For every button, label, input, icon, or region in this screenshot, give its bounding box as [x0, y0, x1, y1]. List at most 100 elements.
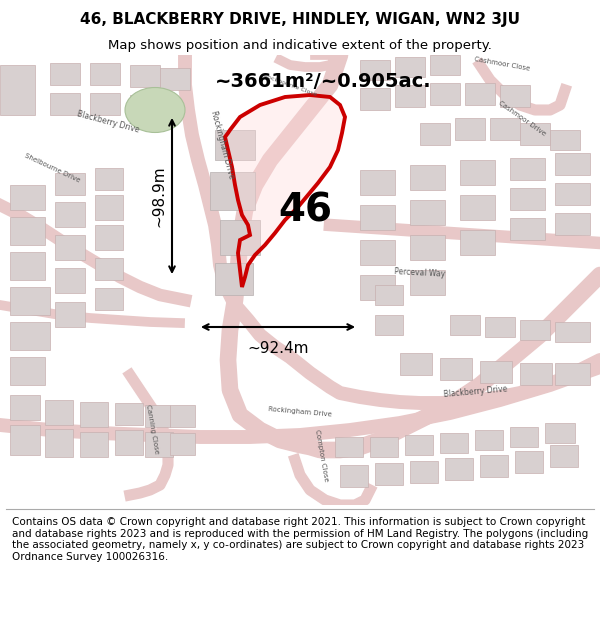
Bar — [90, 63, 120, 85]
Bar — [95, 288, 123, 310]
Text: ~98.9m: ~98.9m — [151, 165, 166, 227]
Bar — [360, 205, 395, 230]
Bar — [360, 88, 390, 110]
Bar — [360, 170, 395, 195]
Bar — [335, 437, 363, 457]
Bar — [115, 403, 143, 425]
Bar — [220, 220, 260, 255]
Bar — [55, 268, 85, 293]
Bar — [400, 353, 432, 375]
Bar — [375, 285, 403, 305]
Bar — [10, 425, 40, 455]
Bar — [45, 400, 73, 425]
Bar — [510, 158, 545, 180]
Bar — [10, 322, 50, 350]
Bar — [440, 358, 472, 380]
Bar — [450, 315, 480, 335]
Bar — [520, 320, 550, 340]
Bar — [460, 230, 495, 255]
Bar — [555, 183, 590, 205]
Bar — [555, 322, 590, 342]
Bar — [360, 275, 395, 300]
Bar — [210, 172, 255, 210]
Bar — [410, 165, 445, 190]
Bar — [520, 123, 550, 145]
Text: Rockbourne Close: Rockbourne Close — [263, 73, 317, 97]
Text: Shelbourne Drive: Shelbourne Drive — [23, 152, 80, 184]
Bar — [410, 235, 445, 260]
Text: Blackberry Drive: Blackberry Drive — [443, 385, 507, 399]
Bar — [410, 270, 445, 295]
Bar — [445, 458, 473, 480]
Bar — [170, 433, 195, 455]
Bar — [340, 465, 368, 487]
Bar — [130, 95, 160, 117]
Bar — [10, 395, 40, 420]
Bar — [95, 195, 123, 220]
Bar — [510, 188, 545, 210]
Bar — [55, 235, 85, 260]
Text: Compton Close: Compton Close — [314, 429, 329, 481]
Bar — [55, 173, 85, 195]
Bar — [550, 445, 578, 467]
Bar — [545, 423, 575, 443]
Bar — [50, 93, 80, 115]
Text: Perceval Way: Perceval Way — [394, 267, 446, 279]
Bar — [480, 455, 508, 477]
Bar — [10, 287, 50, 315]
Text: Contains OS data © Crown copyright and database right 2021. This information is : Contains OS data © Crown copyright and d… — [12, 517, 588, 562]
Bar — [90, 93, 120, 115]
Bar — [375, 463, 403, 485]
Bar — [80, 402, 108, 427]
Bar — [145, 432, 173, 457]
Text: Map shows position and indicative extent of the property.: Map shows position and indicative extent… — [108, 39, 492, 51]
Bar — [0, 65, 35, 115]
Bar — [95, 225, 123, 250]
Bar — [510, 427, 538, 447]
Bar — [455, 118, 485, 140]
Text: ~92.4m: ~92.4m — [247, 341, 309, 356]
Bar — [480, 361, 512, 383]
Bar — [80, 432, 108, 457]
Bar — [460, 195, 495, 220]
Bar — [160, 68, 190, 90]
Bar — [485, 317, 515, 337]
Bar — [510, 218, 545, 240]
Bar — [95, 168, 123, 190]
Text: Rockingham Drive: Rockingham Drive — [268, 406, 332, 418]
Bar — [10, 185, 45, 210]
Bar — [115, 430, 143, 455]
Bar — [555, 363, 590, 385]
Bar — [360, 240, 395, 265]
Bar — [10, 357, 45, 385]
Bar — [430, 55, 460, 75]
Bar — [370, 437, 398, 457]
Bar — [550, 130, 580, 150]
Text: Cashmoor Close: Cashmoor Close — [474, 56, 530, 72]
Bar — [410, 200, 445, 225]
Bar — [475, 430, 503, 450]
Bar — [145, 405, 170, 427]
Ellipse shape — [125, 88, 185, 132]
Bar — [130, 65, 160, 87]
Bar — [490, 118, 520, 140]
Text: Canning Close: Canning Close — [145, 404, 159, 454]
Bar — [395, 57, 425, 77]
Bar — [405, 435, 433, 455]
Polygon shape — [225, 95, 345, 287]
Text: 46: 46 — [278, 191, 332, 229]
Text: ~3661m²/~0.905ac.: ~3661m²/~0.905ac. — [215, 72, 431, 91]
Bar — [555, 153, 590, 175]
Bar — [10, 217, 45, 245]
Bar — [440, 433, 468, 453]
Bar — [460, 160, 495, 185]
Bar — [360, 60, 390, 80]
Text: Rockingham Drive: Rockingham Drive — [209, 110, 235, 180]
Bar — [375, 315, 403, 335]
Bar — [170, 405, 195, 427]
Bar — [395, 85, 425, 107]
Bar — [430, 83, 460, 105]
Bar — [500, 85, 530, 107]
Text: Blackberry Drive: Blackberry Drive — [76, 109, 140, 134]
Bar — [55, 302, 85, 327]
